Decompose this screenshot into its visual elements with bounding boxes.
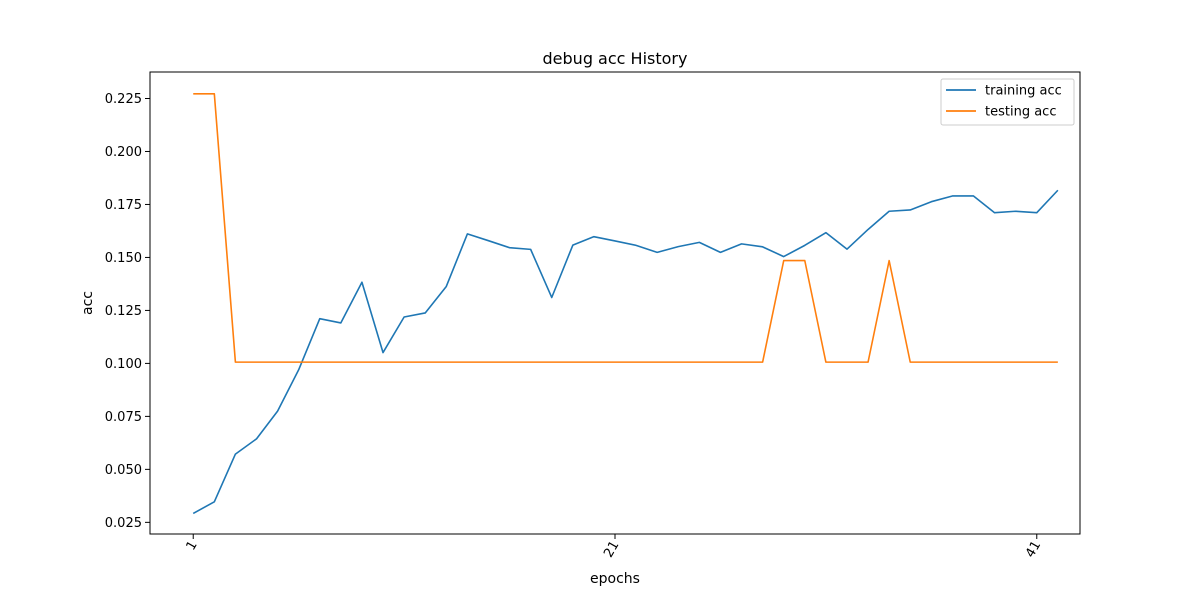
y-axis-label: acc (80, 291, 96, 315)
series-layer (192, 93, 1059, 515)
series-line-testing (193, 93, 1058, 363)
y-tick-label: 0.150 (105, 251, 142, 266)
chart-title: debug acc History (543, 49, 688, 68)
legend-label: testing acc (985, 105, 1056, 120)
x-tick-label: 21 (601, 539, 622, 561)
y-tick-label: 0.175 (105, 198, 142, 213)
legend: training acc testing acc (940, 78, 1075, 126)
y-axis: 0.025 0.050 0.075 0.100 0.125 0.150 0.175 0.200… (105, 92, 150, 531)
y-tick-label: 0.125 (105, 304, 142, 319)
x-axis-label: epochs (590, 571, 640, 587)
y-tick-label: 0.200 (105, 145, 142, 160)
y-tick-label: 0.075 (105, 410, 142, 425)
y-tick-label: 0.225 (105, 92, 142, 107)
y-tick-label: 0.025 (105, 516, 142, 531)
x-tick-label: 41 (1023, 539, 1044, 561)
series-line-training (192, 189, 1059, 515)
y-tick-label: 0.100 (105, 357, 142, 372)
y-tick-label: 0.050 (105, 463, 142, 478)
legend-label: training acc (985, 84, 1062, 99)
